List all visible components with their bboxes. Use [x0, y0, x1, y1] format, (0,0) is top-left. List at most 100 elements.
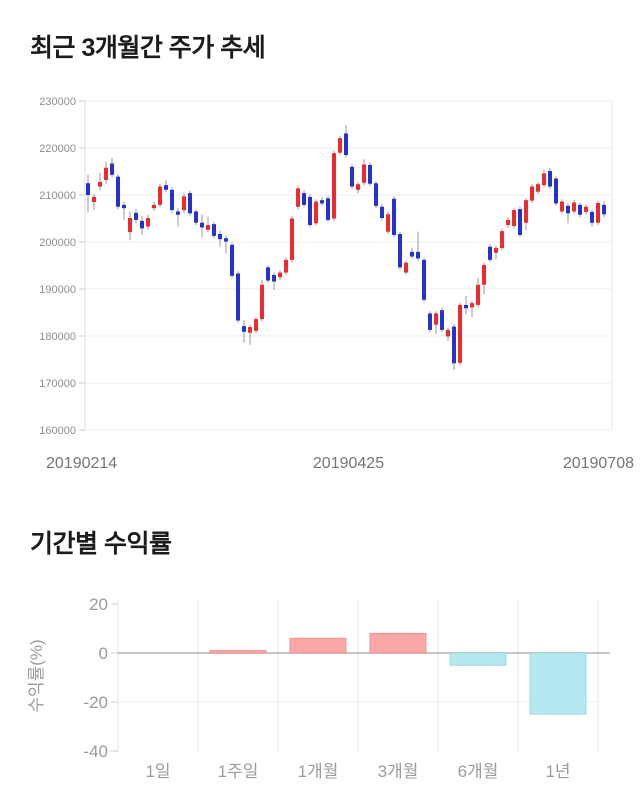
candle	[182, 193, 186, 213]
candle	[410, 247, 414, 259]
candle	[536, 181, 540, 195]
candle	[500, 228, 504, 251]
candle	[278, 270, 282, 280]
returns-gridlines	[117, 600, 599, 753]
candle	[284, 257, 288, 275]
candle	[578, 202, 582, 218]
returns-chart-title: 기간별 수익률	[30, 530, 172, 558]
returns-category-label: 1개월	[298, 762, 339, 781]
candle	[176, 208, 180, 227]
price-y-tick-label: 160000	[39, 425, 76, 437]
return-bar	[209, 650, 267, 654]
candle	[320, 197, 324, 206]
candle	[386, 211, 390, 235]
candle	[158, 183, 162, 208]
candle	[356, 181, 360, 194]
candle	[224, 235, 228, 254]
candle	[146, 214, 150, 230]
candle	[302, 190, 306, 208]
candle	[428, 311, 432, 333]
candle	[560, 199, 564, 214]
candle	[482, 262, 486, 295]
return-bar	[529, 652, 587, 715]
price-y-tick-label: 170000	[39, 378, 76, 390]
candle	[596, 200, 600, 226]
candle	[548, 167, 552, 189]
candle	[380, 204, 384, 221]
candle	[236, 271, 240, 323]
candle	[242, 320, 246, 343]
candle	[392, 196, 396, 238]
candle	[212, 221, 216, 239]
candle	[584, 204, 588, 215]
candle	[296, 185, 300, 210]
candle	[602, 201, 606, 218]
candle	[344, 124, 348, 158]
candle	[518, 206, 522, 238]
candle	[266, 265, 270, 283]
candle	[440, 307, 444, 333]
returns-y-tick-label: -40	[83, 742, 108, 761]
price-x-tick-label: 20190214	[46, 455, 117, 472]
candle	[164, 179, 168, 193]
returns-y-tick-label: 20	[89, 595, 108, 614]
price-x-axis-labels: 20190214 20190425 20190708	[46, 455, 634, 472]
returns-category-label: 1년	[545, 762, 570, 781]
candle	[398, 231, 402, 270]
returns-y-tick-label: 0	[99, 644, 108, 663]
price-y-tick-label: 230000	[39, 96, 76, 108]
returns-y-axis: 20 0 -20 -40 수익률(%)	[27, 595, 118, 761]
returns-y-tick-label: -20	[83, 693, 108, 712]
returns-bars	[209, 632, 587, 715]
candle	[470, 300, 474, 318]
candle	[98, 172, 102, 191]
returns-category-label: 3개월	[378, 762, 419, 781]
candle	[254, 316, 258, 334]
candle	[314, 199, 318, 226]
candle	[218, 230, 222, 247]
candle	[476, 277, 480, 308]
candle	[554, 176, 558, 206]
candle	[194, 209, 198, 226]
price-x-tick-label: 20190425	[313, 455, 384, 472]
candle	[422, 257, 426, 303]
candle	[452, 324, 456, 370]
candle	[92, 194, 96, 211]
candle	[590, 209, 594, 227]
price-y-tick-label: 180000	[39, 331, 76, 343]
period-returns-bar-chart: 20 0 -20 -40 수익률(%) 1일 1주일 1개월 3개월 6개월 1년	[27, 595, 610, 781]
candle	[350, 164, 354, 189]
candle	[170, 187, 174, 213]
candle	[374, 180, 378, 209]
candle	[134, 209, 138, 224]
candle	[572, 200, 576, 214]
candle	[506, 217, 510, 228]
return-bar	[289, 637, 347, 654]
price-y-tick-label: 200000	[39, 237, 76, 249]
candle	[326, 195, 330, 223]
price-candlestick-chart: 230000 220000 210000 200000 190000 180000 1700…	[39, 96, 634, 472]
candle	[230, 242, 234, 279]
candle	[116, 174, 120, 210]
candle-series	[86, 124, 606, 370]
returns-category-label: 6개월	[458, 762, 499, 781]
candle	[206, 216, 210, 233]
candle	[86, 174, 90, 213]
return-bar	[449, 652, 507, 666]
candle	[200, 214, 204, 238]
price-y-tick-label: 220000	[39, 143, 76, 155]
price-y-tick-label: 210000	[39, 190, 76, 202]
candle	[446, 327, 450, 342]
candle	[110, 157, 114, 178]
candle	[338, 135, 342, 156]
candle	[140, 216, 144, 235]
return-bar	[369, 632, 427, 654]
candle	[530, 184, 534, 203]
candle	[332, 150, 336, 221]
price-y-tick-label: 190000	[39, 284, 76, 296]
candle	[128, 211, 132, 241]
candle	[290, 216, 294, 263]
candle	[494, 245, 498, 260]
candle	[416, 231, 420, 261]
